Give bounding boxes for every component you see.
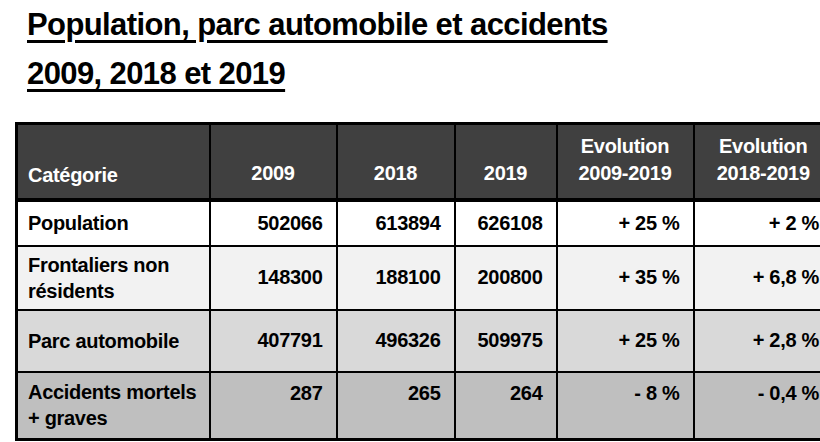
cell-2019: 200800: [455, 246, 557, 310]
cell-evolution-2018-2019: - 0,4 %: [694, 372, 820, 440]
col-header-2018: 2018: [337, 124, 455, 200]
col-header-evolution-2018-2019: Evolution 2018-2019: [694, 124, 820, 200]
cell-2019: 509975: [455, 310, 557, 372]
cell-2009: 148300: [210, 246, 337, 310]
cell-2009: 287: [210, 372, 337, 440]
col-header-evolution-2009-2019: Evolution 2009-2019: [557, 124, 694, 200]
table-row-parc-automobile: Parc automobile 407791 496326 509975 + 2…: [17, 310, 820, 372]
cell-2018: 188100: [337, 246, 455, 310]
col-header-2019: 2019: [455, 124, 557, 200]
cell-evolution-2009-2019: + 35 %: [557, 246, 694, 310]
cell-category: Accidents mortels + graves: [17, 372, 210, 440]
cell-2009: 407791: [210, 310, 337, 372]
cell-evolution-2009-2019: - 8 %: [557, 372, 694, 440]
page-title-line-2: 2009, 2018 et 2019: [27, 49, 608, 98]
table-row-population: Population 502066 613894 626108 + 25 % +…: [17, 200, 820, 246]
cell-evolution-2018-2019: + 2 %: [694, 200, 820, 246]
page-title-text-2: 2009, 2018 et 2019: [27, 56, 285, 91]
cell-2019: 264: [455, 372, 557, 440]
data-table-container: Catégorie 2009 2018 2019 Evolution 2009-…: [15, 122, 820, 441]
slide: Population, parc automobile et accidents…: [0, 0, 820, 442]
cell-category: Population: [17, 200, 210, 246]
table-row-frontaliers: Frontaliers non résidents 148300 188100 …: [17, 246, 820, 310]
page-title-text-1: Population, parc automobile et accidents: [27, 7, 608, 42]
page-title-line-1: Population, parc automobile et accidents: [27, 0, 608, 49]
cell-2018: 496326: [337, 310, 455, 372]
cell-evolution-2009-2019: + 25 %: [557, 200, 694, 246]
data-table: Catégorie 2009 2018 2019 Evolution 2009-…: [15, 122, 820, 441]
cell-category: Parc automobile: [17, 310, 210, 372]
header-row: Catégorie 2009 2018 2019 Evolution 2009-…: [17, 124, 820, 200]
table-row-accidents: Accidents mortels + graves 287 265 264 -…: [17, 372, 820, 440]
cell-2009: 502066: [210, 200, 337, 246]
page-title: Population, parc automobile et accidents…: [27, 0, 608, 98]
cell-2019: 626108: [455, 200, 557, 246]
cell-evolution-2018-2019: + 6,8 %: [694, 246, 820, 310]
cell-evolution-2018-2019: + 2,8 %: [694, 310, 820, 372]
cell-2018: 265: [337, 372, 455, 440]
col-header-2009: 2009: [210, 124, 337, 200]
cell-category: Frontaliers non résidents: [17, 246, 210, 310]
cell-evolution-2009-2019: + 25 %: [557, 310, 694, 372]
col-header-category: Catégorie: [17, 124, 210, 200]
cell-2018: 613894: [337, 200, 455, 246]
